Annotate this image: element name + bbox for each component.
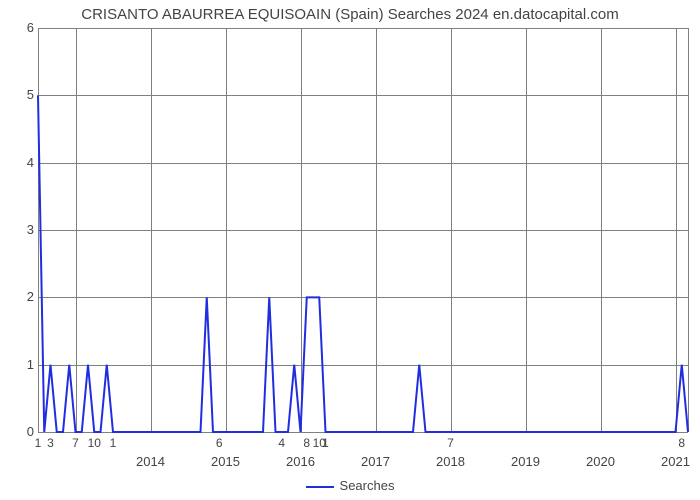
searches-polyline <box>38 95 688 432</box>
series-line <box>0 0 700 500</box>
chart-container: CRISANTO ABAURREA EQUISOAIN (Spain) Sear… <box>0 0 700 500</box>
